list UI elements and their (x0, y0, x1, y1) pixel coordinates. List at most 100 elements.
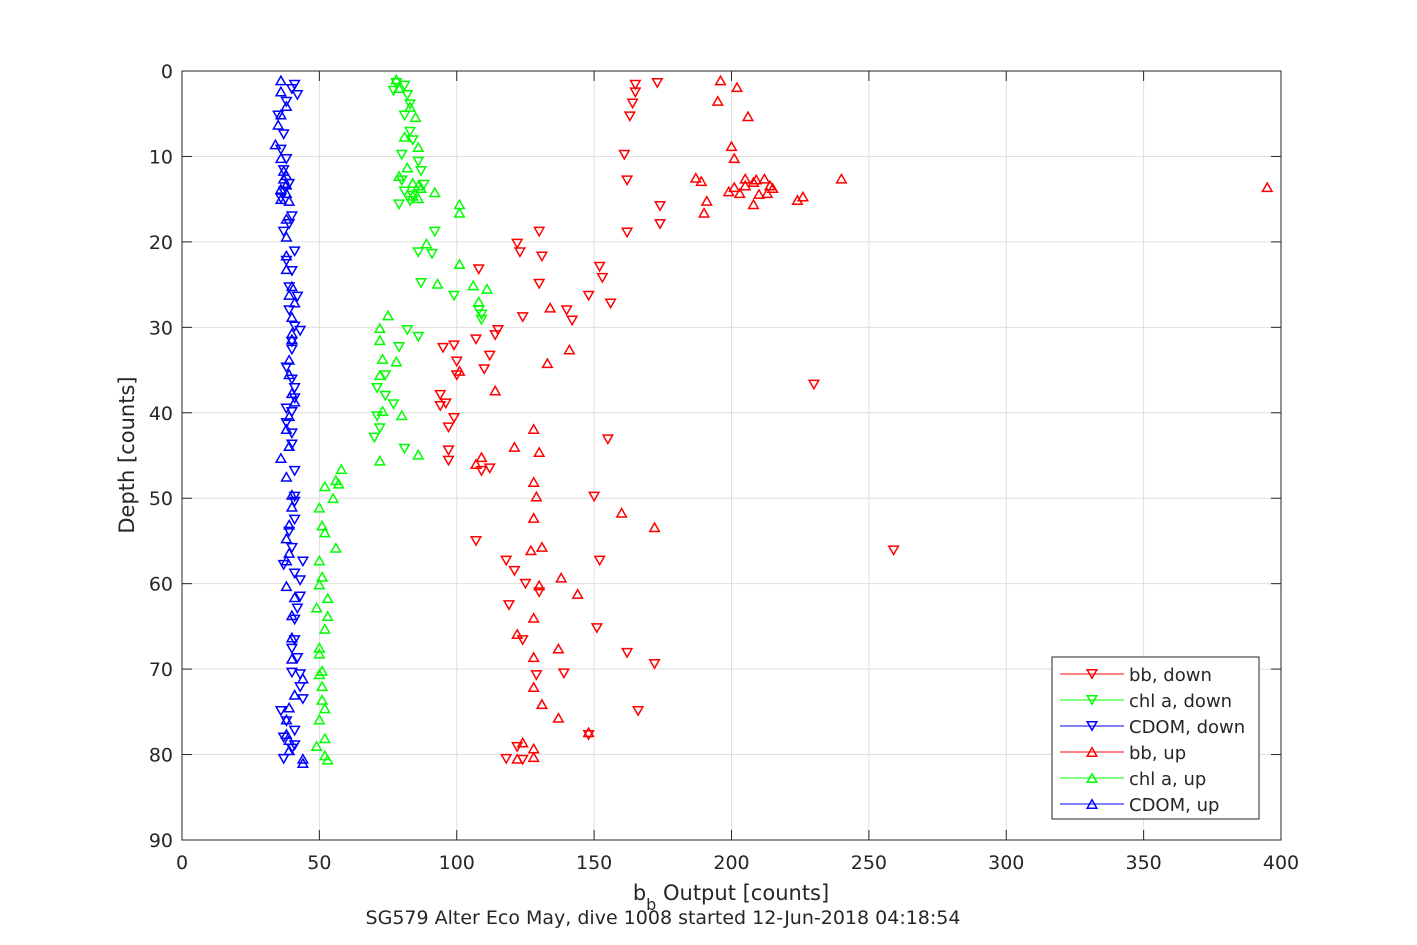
data-point (535, 698, 549, 710)
data-point (571, 588, 584, 599)
data-point (758, 172, 771, 184)
data-point (285, 83, 298, 95)
data-point (621, 175, 634, 187)
data-point (1261, 181, 1274, 193)
y-tick-label: 60 (149, 574, 173, 596)
data-point (318, 480, 331, 492)
y-axis-ticks: 0 10 20 30 40 50 60 70 80 90 (149, 61, 1281, 852)
data-point (392, 342, 406, 353)
data-point (519, 578, 532, 590)
y-tick-label: 80 (149, 745, 173, 767)
data-point (280, 263, 293, 275)
data-point (730, 81, 744, 93)
data-point (285, 439, 298, 451)
data-point (316, 680, 329, 692)
data-point (695, 175, 708, 187)
data-point (588, 491, 601, 503)
data-point (398, 186, 411, 198)
data-point (329, 542, 342, 553)
data-point (472, 295, 485, 307)
legend-marker (1085, 746, 1099, 757)
data-point (414, 277, 428, 289)
data-point (887, 545, 900, 557)
data-point (552, 712, 565, 723)
data-point (401, 324, 414, 336)
data-point (527, 512, 540, 523)
data-point (601, 434, 614, 445)
data-point (285, 643, 298, 655)
data-point (511, 238, 524, 250)
data-point (412, 247, 425, 258)
data-point (722, 185, 735, 197)
data-point (511, 628, 524, 640)
data-point (313, 713, 326, 725)
legend-marker (1085, 669, 1099, 680)
data-point (618, 149, 631, 161)
data-point (406, 135, 419, 146)
data-point (395, 409, 408, 421)
data-point (533, 446, 546, 458)
data-point (335, 463, 348, 475)
data-point (527, 751, 540, 763)
data-point (288, 635, 301, 646)
data-point (453, 258, 466, 270)
data-point (453, 365, 466, 376)
data-point (318, 526, 331, 538)
data-point (274, 183, 288, 194)
data-point (544, 301, 557, 313)
data-point (582, 729, 595, 741)
data-point (296, 753, 309, 764)
data-point (313, 648, 326, 659)
data-point (502, 600, 516, 611)
data-point (593, 555, 606, 567)
series-2 (272, 79, 309, 765)
data-point (420, 237, 433, 249)
data-point (593, 261, 606, 273)
data-point (288, 568, 301, 580)
data-point (285, 489, 298, 500)
data-point (442, 422, 455, 434)
data-point (409, 111, 422, 123)
data-point (535, 541, 549, 552)
data-point (483, 350, 496, 362)
data-point (280, 728, 293, 739)
data-point (761, 187, 774, 199)
data-point (700, 195, 713, 206)
data-point (527, 651, 540, 663)
data-point (434, 400, 447, 412)
data-point (310, 601, 323, 613)
data-point (291, 89, 304, 101)
legend-marker (1085, 798, 1099, 809)
legend: bb, down chl a, down CDOM, down bb, up chl a… (1051, 656, 1260, 820)
data-point (533, 278, 546, 290)
y-tick-label: 40 (149, 403, 173, 425)
data-point (291, 653, 304, 664)
data-point (294, 325, 307, 337)
data-point (555, 571, 568, 583)
data-point (285, 631, 298, 643)
data-point (296, 672, 309, 684)
data-point (541, 357, 554, 369)
data-point (280, 554, 293, 566)
x-axis-label: bb Output [counts] (633, 881, 829, 914)
data-point (739, 172, 752, 184)
data-point (447, 340, 461, 351)
data-point (285, 280, 298, 292)
data-point (280, 418, 293, 429)
data-point (310, 740, 323, 751)
data-point (313, 578, 326, 590)
data-point (313, 554, 326, 566)
data-point (689, 172, 702, 183)
data-point (387, 399, 400, 410)
data-point (296, 694, 309, 705)
data-point (500, 555, 513, 567)
data-point (412, 141, 425, 152)
data-point (280, 231, 293, 242)
data-point (653, 201, 667, 212)
data-point (733, 187, 746, 199)
data-point (621, 227, 634, 239)
data-point (516, 312, 529, 323)
data-point (376, 405, 389, 417)
data-point (313, 642, 326, 653)
data-point (288, 491, 301, 503)
